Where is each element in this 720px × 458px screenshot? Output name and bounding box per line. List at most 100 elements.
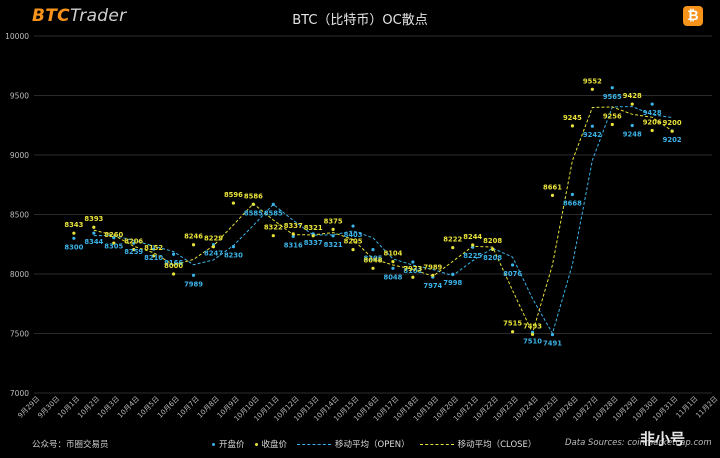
open-point xyxy=(92,231,96,235)
close-point xyxy=(211,245,216,249)
close-point xyxy=(530,332,535,336)
open-value-label: 7998 xyxy=(443,279,462,287)
open-value-label: 8230 xyxy=(224,252,243,260)
legend-ma-close-marker xyxy=(419,443,454,445)
open-point xyxy=(471,245,475,249)
open-value-label: 8048 xyxy=(383,273,402,281)
close-point xyxy=(610,122,614,127)
brand-part2: Trader xyxy=(69,6,127,26)
close-value-label: 9552 xyxy=(583,77,602,85)
x-tick-label: 11月2日 xyxy=(694,395,719,420)
open-point xyxy=(112,236,116,240)
legend-ma-close-label: 移动平均（CLOSE） xyxy=(457,440,537,450)
close-point xyxy=(231,201,236,205)
chart-title: BTC（比特币）OC散点 xyxy=(292,13,428,28)
close-value-label: 8229 xyxy=(204,235,223,243)
close-point xyxy=(471,243,475,247)
brand-part1: BTC xyxy=(32,6,70,26)
bitcoin-icon: ₿ xyxy=(683,6,703,26)
close-value-label: 8343 xyxy=(64,221,83,229)
legend-open-label: 开盘价 xyxy=(219,440,245,450)
close-value-label: 7973 xyxy=(403,265,422,273)
close-value-label: 8104 xyxy=(383,250,402,258)
open-value-label: 8403 xyxy=(344,231,363,239)
close-value-label: 9206 xyxy=(643,118,662,126)
y-tick-label: 7500 xyxy=(10,330,29,339)
open-point xyxy=(331,234,335,238)
open-point xyxy=(391,266,395,270)
open-point xyxy=(610,86,614,90)
close-point xyxy=(171,272,176,276)
open-point xyxy=(371,248,375,252)
open-point xyxy=(650,102,654,106)
close-value-label: 8205 xyxy=(344,238,363,246)
open-value-label: 8166 xyxy=(164,259,183,267)
close-point xyxy=(650,128,654,133)
close-value-label: 7515 xyxy=(503,320,522,328)
close-value-label: 9256 xyxy=(603,113,622,121)
open-point xyxy=(191,273,196,277)
open-point xyxy=(72,236,76,240)
open-point xyxy=(451,272,455,276)
open-value-label: 7491 xyxy=(543,340,562,348)
wechat-account: 公众号：币圈交易员 xyxy=(32,440,109,450)
close-point xyxy=(72,231,76,235)
open-value-label: 8337 xyxy=(304,239,323,247)
chart-grid xyxy=(34,35,712,394)
open-point xyxy=(570,192,575,197)
close-point xyxy=(510,330,515,334)
close-value-label: 8000 xyxy=(164,262,183,270)
close-point xyxy=(351,248,355,252)
close-point xyxy=(291,232,295,236)
moving-average-lines xyxy=(93,106,673,335)
open-point xyxy=(351,224,355,228)
open-value-label: 9248 xyxy=(623,130,642,138)
brand-logo: BTCTrader xyxy=(32,6,126,26)
ma-close-line xyxy=(93,106,673,335)
close-value-label: 8152 xyxy=(144,244,163,252)
close-value-label: 8375 xyxy=(324,217,343,225)
data-points xyxy=(72,86,674,337)
close-point xyxy=(391,260,395,264)
open-value-label: 9428 xyxy=(643,109,662,117)
close-point xyxy=(251,202,255,206)
open-value-label: 8247 xyxy=(204,250,223,258)
close-value-label: 7493 xyxy=(523,322,542,330)
close-point xyxy=(431,273,435,277)
open-point xyxy=(171,252,176,256)
legend-close-label: 收盘价 xyxy=(261,440,288,450)
legend-ma-open: 移动平均（OPEN） xyxy=(297,438,410,450)
close-point xyxy=(112,241,116,245)
close-value-label: 7989 xyxy=(423,263,442,271)
open-point xyxy=(132,241,136,245)
close-value-label: 9245 xyxy=(563,114,582,122)
close-point xyxy=(191,243,196,247)
open-value-label: 8225 xyxy=(463,252,482,260)
close-point xyxy=(132,247,136,252)
y-tick-label: 8500 xyxy=(10,211,29,220)
close-point xyxy=(152,254,156,258)
close-value-label: 9200 xyxy=(663,119,682,127)
open-value-label: 7974 xyxy=(423,282,442,290)
open-value-label: 8205 xyxy=(364,255,383,263)
open-point xyxy=(411,260,415,264)
open-point xyxy=(152,247,156,251)
open-value-label: 7510 xyxy=(523,337,542,345)
open-value-label: 8585 xyxy=(244,209,263,217)
close-value-label: 8393 xyxy=(84,215,103,223)
open-point xyxy=(550,332,555,337)
y-tick-label: 10000 xyxy=(5,32,29,41)
y-tick-label: 8000 xyxy=(10,270,29,279)
close-value-label: 8586 xyxy=(244,192,263,200)
close-value-label: 8322 xyxy=(264,224,283,232)
open-value-label: 8101 xyxy=(403,267,422,275)
open-value-label: 8305 xyxy=(104,243,123,251)
open-point xyxy=(291,234,295,238)
close-point xyxy=(271,234,275,238)
open-point xyxy=(271,202,275,206)
open-point xyxy=(231,245,236,249)
open-value-label: 9565 xyxy=(603,93,622,101)
close-point xyxy=(331,227,335,231)
